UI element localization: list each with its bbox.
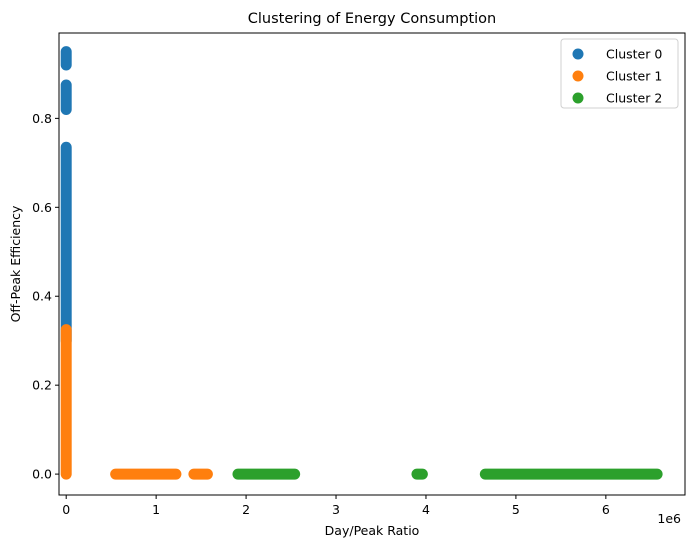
- x-axis-scale-label: 1e6: [657, 511, 681, 526]
- data-points: [60, 46, 663, 480]
- legend-marker-2: [572, 92, 584, 104]
- y-tick-label: 0.2: [32, 378, 52, 393]
- legend-frame: [560, 38, 679, 109]
- y-tick-label: 0.8: [32, 111, 52, 126]
- x-axis-label: Day/Peak Ratio: [325, 523, 420, 538]
- legend-marker-1: [572, 70, 584, 82]
- x-tick-label: 6: [602, 502, 610, 517]
- y-tick-label: 0.4: [32, 289, 52, 304]
- x-tick-label: 0: [62, 502, 70, 517]
- x-tick-label: 1: [152, 502, 160, 517]
- plot-area-frame: [58, 32, 686, 496]
- x-tick-label: 5: [512, 502, 520, 517]
- y-axis-ticks: 0.0 0.2 0.4 0.6 0.8: [32, 111, 59, 482]
- x-tick-label: 3: [332, 502, 340, 517]
- legend-label-2: Cluster 2: [606, 91, 662, 106]
- y-tick-label: 0.0: [32, 467, 52, 482]
- chart-title: Clustering of Energy Consumption: [248, 11, 497, 27]
- x-tick-label: 2: [242, 502, 250, 517]
- legend-label-0: Cluster 0: [606, 47, 662, 62]
- y-axis-label: Off-Peak Efficiency: [8, 205, 23, 322]
- legend-label-1: Cluster 1: [606, 69, 662, 84]
- series-cluster-1: [60, 324, 213, 480]
- x-tick-label: 4: [422, 502, 430, 517]
- y-tick-label: 0.6: [32, 200, 52, 215]
- legend: Cluster 0 Cluster 1 Cluster 2: [560, 38, 679, 109]
- legend-marker-0: [572, 48, 584, 60]
- x-axis-ticks: 0 1 2 3 4 5 6: [62, 495, 610, 517]
